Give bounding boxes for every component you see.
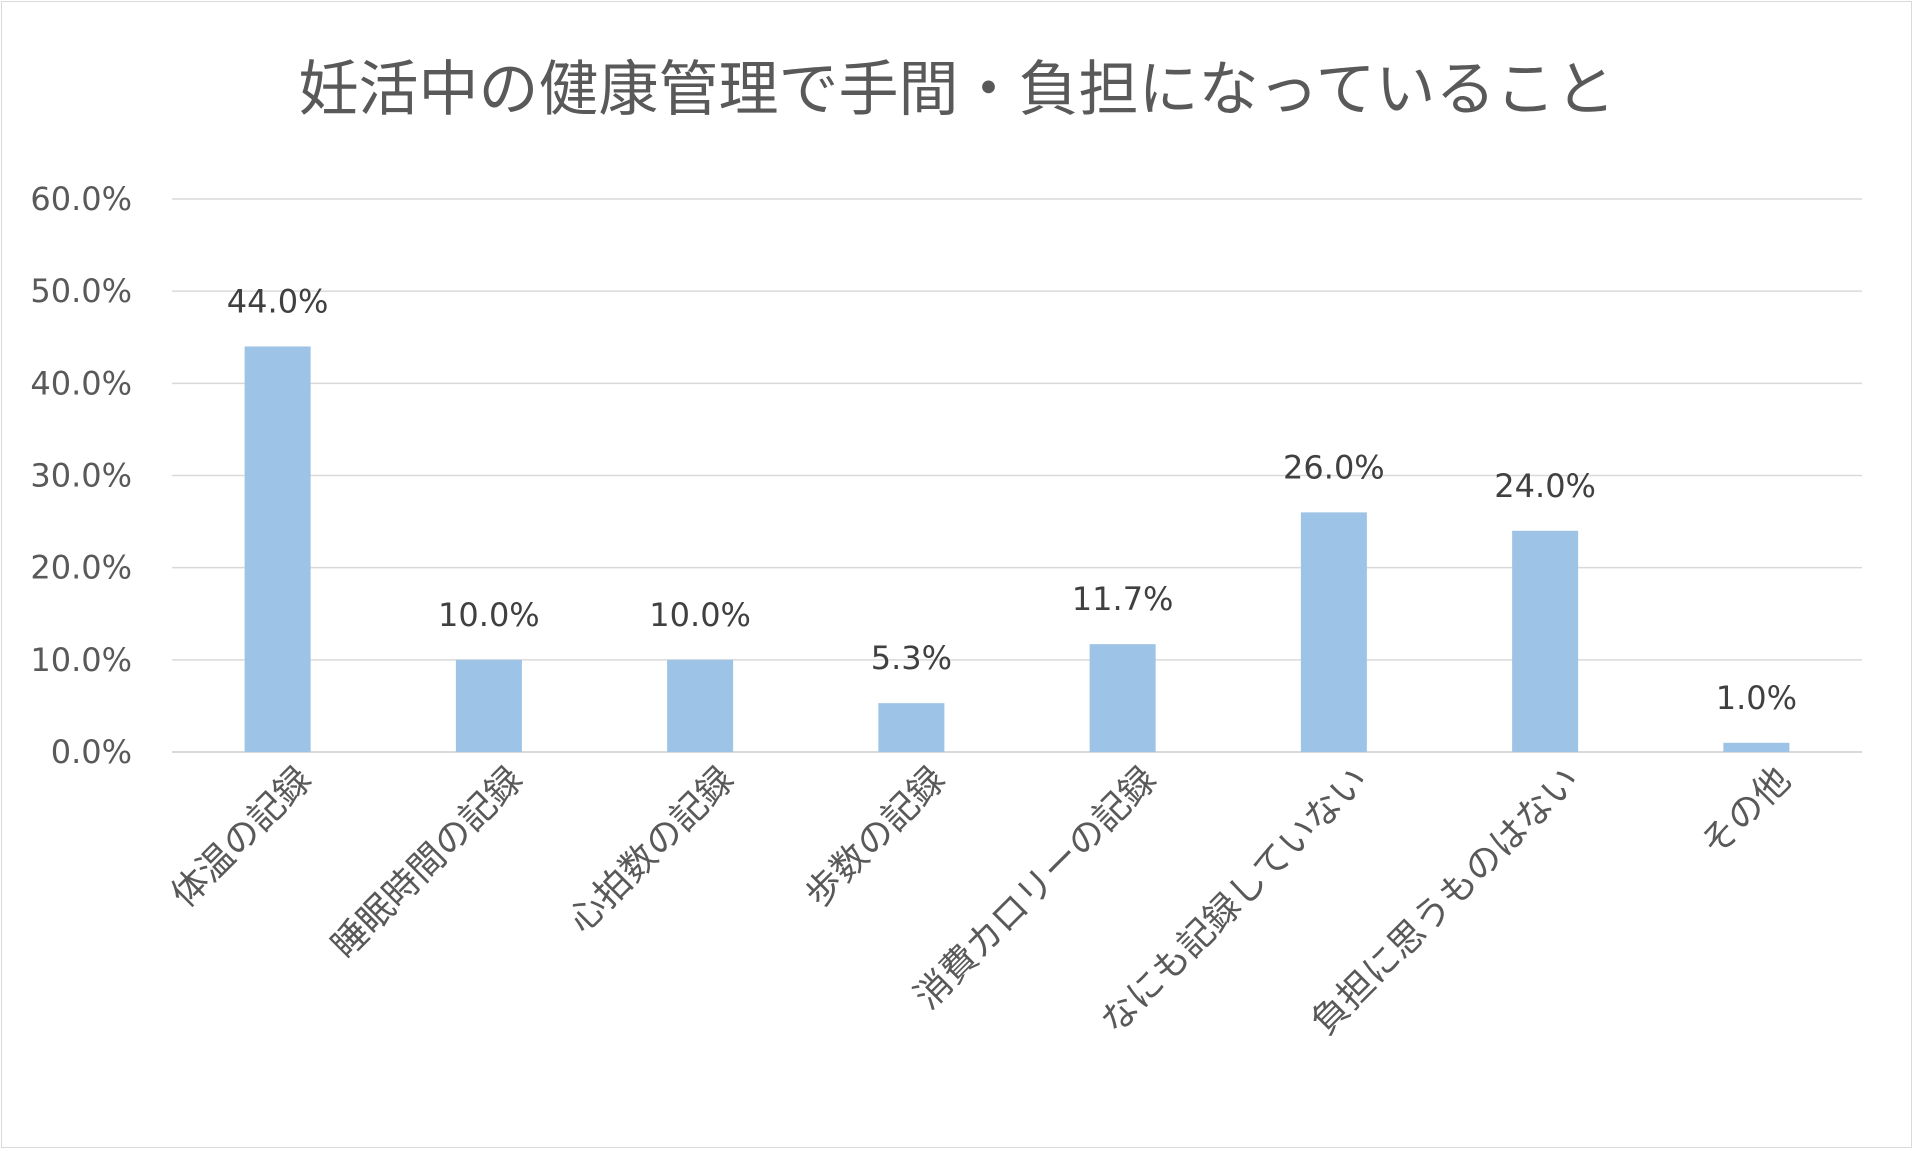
y-tick-label: 60.0% [30,180,132,218]
y-tick-label: 20.0% [30,549,132,587]
y-tick-label: 10.0% [30,641,132,679]
bars [244,346,1790,752]
bar [1512,530,1579,752]
y-tick-label: 30.0% [30,457,132,495]
bar [244,346,311,752]
data-label: 11.7% [1072,580,1174,618]
bar [1089,644,1156,752]
data-label: 5.3% [871,639,952,677]
category-label: その他 [1693,759,1798,864]
bar [667,659,734,752]
data-label: 44.0% [227,282,329,320]
data-label: 26.0% [1283,448,1385,486]
y-tick-label: 40.0% [30,364,132,402]
y-tick-label: 50.0% [30,272,132,310]
data-label: 1.0% [1716,679,1797,717]
category-label: 心拍数の記録 [561,759,743,941]
data-label: 10.0% [438,596,540,634]
data-labels: 44.0% 10.0% 10.0% 5.3% 11.7% 26.0% 24.0% 1.0% [227,282,1797,716]
category-labels: 体温の記録 睡眠時間の記録 心拍数の記録 歩数の記録消費カロリーの記録なにも記録してい… [164,759,1799,1043]
gridlines [172,198,1862,753]
y-axis-ticks: 0.0% 10.0% 20.0% 30.0% 40.0% 50.0% 60.0% [30,180,132,771]
data-label: 24.0% [1494,467,1596,505]
data-label: 10.0% [649,596,751,634]
bar [1300,512,1367,752]
category-label: 消費カロリーの記録 [907,759,1165,1017]
category-label: 歩数の記録 [797,759,953,915]
bar [1723,742,1790,752]
bar [455,659,522,752]
category-label: 睡眠時間の記録 [324,759,531,966]
category-label: 体温の記録 [164,759,320,915]
chart-title: 妊活中の健康管理で手間・負担になっていること [299,55,1616,125]
y-tick-label: 0.0% [51,733,132,771]
bar [878,703,945,752]
